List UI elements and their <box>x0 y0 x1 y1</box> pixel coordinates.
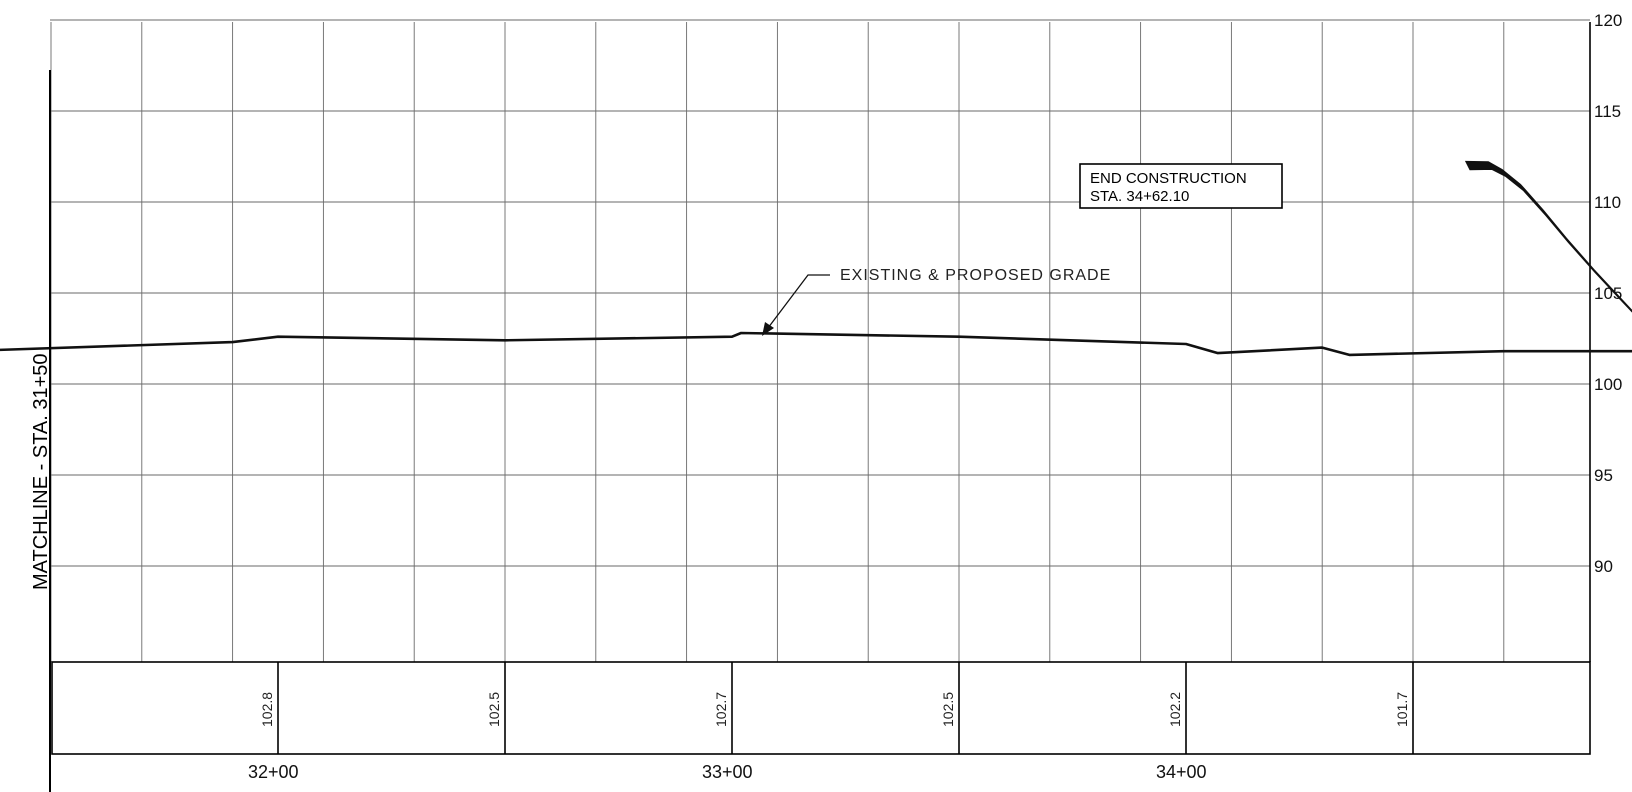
grade-callout: EXISTING & PROPOSED GRADE <box>762 267 1111 336</box>
elevation-tick-110: 110 <box>1594 193 1621 212</box>
profile-grid <box>50 19 1590 662</box>
elevation-tick-120: 120 <box>1594 11 1622 30</box>
station-label-34+00: 34+00 <box>1156 762 1207 782</box>
matchline-label: MATCHLINE - STA. 31+50 <box>30 353 52 590</box>
station-axis: 32+00 33+00 34+00 <box>248 762 1207 782</box>
elevation-value-3: 102.5 <box>940 692 956 727</box>
elevation-value-5: 101.7 <box>1394 692 1410 727</box>
elevation-tick-95: 95 <box>1594 466 1613 485</box>
elevation-tick-105: 105 <box>1594 284 1622 303</box>
elevation-value-4: 102.2 <box>1167 692 1183 727</box>
end-construction-title: END CONSTRUCTION <box>1090 170 1247 187</box>
station-label-32+00: 32+00 <box>248 762 299 782</box>
profile-frame <box>51 22 1591 755</box>
elevation-axis: 120 115 110 105 100 95 90 <box>1594 11 1622 576</box>
elevation-tick-100: 100 <box>1594 375 1622 394</box>
elevation-table: 102.8 102.5 102.7 102.5 102.2 101.7 <box>259 662 1414 754</box>
end-construction-note: END CONSTRUCTION STA. 34+62.10 <box>1079 163 1283 209</box>
end-construction-box <box>1079 163 1283 209</box>
elevation-value-0: 102.8 <box>259 692 275 727</box>
callout-leader <box>767 274 830 329</box>
end-construction-station: STA. 34+62.10 <box>1090 188 1189 205</box>
grade-callout-text: EXISTING & PROPOSED GRADE <box>840 267 1111 284</box>
elevation-value-1: 102.5 <box>486 692 502 727</box>
elevation-tick-90: 90 <box>1594 557 1613 576</box>
station-label-33+00: 33+00 <box>702 762 753 782</box>
elevation-value-2: 102.7 <box>713 692 729 727</box>
callout-arrowhead <box>762 322 774 336</box>
grade-line <box>0 331 1632 357</box>
tie-in-curve <box>1464 160 1632 313</box>
table-frame <box>51 661 1591 755</box>
elevation-tick-115: 115 <box>1594 102 1621 121</box>
